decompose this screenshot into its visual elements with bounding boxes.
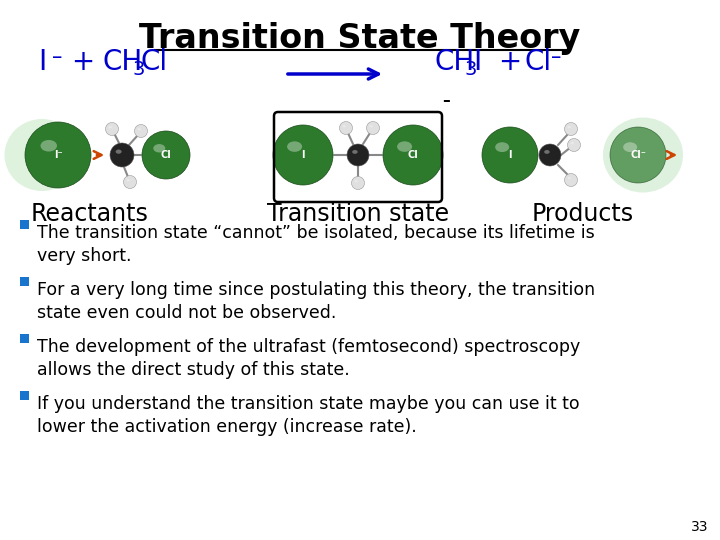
Ellipse shape bbox=[495, 142, 509, 152]
Bar bbox=[20, 277, 29, 286]
Bar bbox=[20, 334, 29, 343]
Text: +: + bbox=[490, 48, 531, 76]
Text: I: I bbox=[38, 48, 46, 76]
Text: Transition state: Transition state bbox=[267, 202, 449, 226]
Ellipse shape bbox=[354, 180, 358, 183]
Ellipse shape bbox=[352, 150, 358, 154]
Circle shape bbox=[135, 125, 148, 138]
Circle shape bbox=[351, 177, 364, 190]
Text: Cl: Cl bbox=[408, 150, 418, 160]
Circle shape bbox=[124, 176, 137, 188]
Text: If you understand the transition state maybe you can use it to
lower the activat: If you understand the transition state m… bbox=[37, 395, 580, 436]
Ellipse shape bbox=[570, 142, 574, 144]
Text: +: + bbox=[63, 48, 104, 76]
Circle shape bbox=[482, 127, 538, 183]
Ellipse shape bbox=[343, 125, 346, 127]
Ellipse shape bbox=[127, 179, 130, 181]
Ellipse shape bbox=[623, 142, 637, 152]
Circle shape bbox=[340, 122, 353, 134]
Circle shape bbox=[366, 122, 379, 134]
Text: –: – bbox=[551, 47, 562, 67]
Circle shape bbox=[25, 122, 91, 188]
Text: The transition state “cannot” be isolated, because its lifetime is
very short.: The transition state “cannot” be isolate… bbox=[37, 224, 595, 265]
Circle shape bbox=[106, 123, 119, 136]
Text: 3: 3 bbox=[132, 60, 145, 79]
Text: CH: CH bbox=[435, 48, 475, 76]
Text: Cl: Cl bbox=[161, 150, 171, 160]
Ellipse shape bbox=[567, 126, 571, 129]
Text: Cl⁻: Cl⁻ bbox=[630, 150, 646, 160]
Text: I⁻: I⁻ bbox=[54, 150, 63, 160]
Circle shape bbox=[110, 143, 134, 167]
Circle shape bbox=[539, 144, 561, 166]
Circle shape bbox=[564, 173, 577, 186]
Text: I: I bbox=[473, 48, 481, 76]
Bar bbox=[20, 220, 29, 229]
Text: Cl: Cl bbox=[140, 48, 167, 76]
Bar bbox=[20, 391, 29, 400]
Text: I: I bbox=[508, 150, 512, 160]
Ellipse shape bbox=[4, 119, 79, 191]
Text: For a very long time since postulating this theory, the transition
state even co: For a very long time since postulating t… bbox=[37, 281, 595, 322]
Text: Cl: Cl bbox=[525, 48, 552, 76]
Ellipse shape bbox=[567, 177, 571, 179]
Circle shape bbox=[142, 131, 190, 179]
Ellipse shape bbox=[153, 144, 166, 152]
Ellipse shape bbox=[109, 126, 112, 129]
Ellipse shape bbox=[603, 118, 683, 192]
Text: 3: 3 bbox=[465, 60, 477, 79]
Circle shape bbox=[610, 127, 666, 183]
Text: –: – bbox=[442, 93, 450, 108]
Text: CH: CH bbox=[102, 48, 143, 76]
Circle shape bbox=[564, 123, 577, 136]
Circle shape bbox=[347, 144, 369, 166]
Ellipse shape bbox=[138, 128, 141, 130]
Ellipse shape bbox=[369, 125, 373, 127]
Text: 33: 33 bbox=[690, 520, 708, 534]
Ellipse shape bbox=[544, 150, 549, 154]
Circle shape bbox=[383, 125, 443, 185]
Circle shape bbox=[273, 125, 333, 185]
Ellipse shape bbox=[40, 140, 57, 152]
Text: Reactants: Reactants bbox=[31, 202, 149, 226]
Text: I: I bbox=[301, 150, 305, 160]
Text: Transition State Theory: Transition State Theory bbox=[140, 22, 580, 55]
Text: –: – bbox=[52, 47, 63, 67]
Ellipse shape bbox=[287, 141, 302, 152]
Text: Products: Products bbox=[532, 202, 634, 226]
Ellipse shape bbox=[397, 141, 412, 152]
Circle shape bbox=[567, 138, 580, 152]
Ellipse shape bbox=[116, 150, 122, 154]
Text: The development of the ultrafast (femtosecond) spectroscopy
allows the direct st: The development of the ultrafast (femtos… bbox=[37, 338, 580, 379]
